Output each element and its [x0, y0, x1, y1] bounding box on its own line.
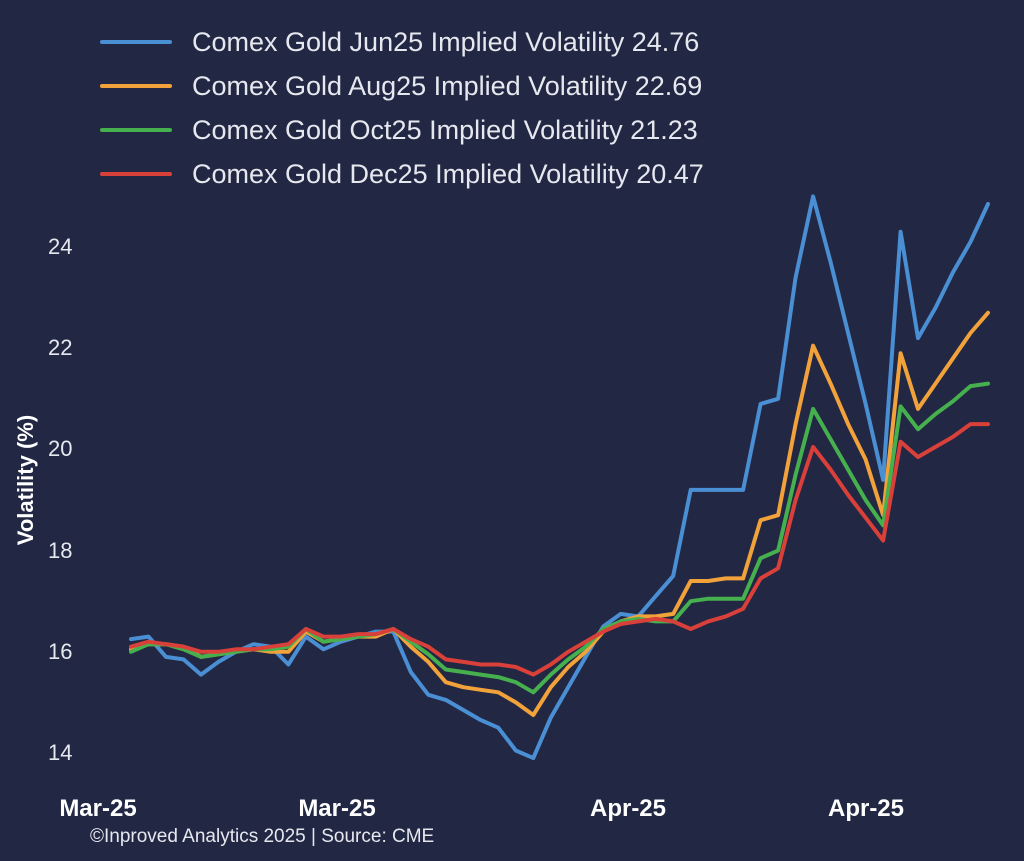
- legend-label-aug25: Comex Gold Aug25 Implied Volatility 22.6…: [192, 70, 703, 101]
- footer-credit: ©Inproved Analytics 2025 | Source: CME: [90, 826, 435, 847]
- x-tick-label-4: Apr-25: [827, 795, 905, 822]
- legend-label-oct25: Comex Gold Oct25 Implied Volatility 21.2…: [192, 114, 698, 145]
- y-tick-label-16: 16: [48, 639, 73, 664]
- series-line-dec25: [129, 422, 990, 677]
- y-tick-label-18: 18: [48, 538, 73, 563]
- legend-swatch-aug25: [100, 84, 172, 88]
- legend-item-jun25: Comex Gold Jun25 Implied Volatility 24.7…: [100, 20, 704, 64]
- legend-swatch-oct25: [100, 128, 172, 132]
- legend: Comex Gold Jun25 Implied Volatility 24.7…: [100, 20, 704, 196]
- series-line-jun25: [129, 194, 990, 761]
- x-tick-label-3: Apr-25: [589, 795, 667, 822]
- y-tick-label-22: 22: [48, 335, 73, 360]
- y-axis-label: Volatility (%): [13, 414, 38, 546]
- y-tick-label-24: 24: [48, 234, 73, 259]
- series-line-oct25: [129, 381, 990, 695]
- series-line-aug25: [129, 310, 990, 717]
- legend-label-dec25: Comex Gold Dec25 Implied Volatility 20.4…: [192, 158, 704, 189]
- legend-item-oct25: Comex Gold Oct25 Implied Volatility 21.2…: [100, 108, 704, 152]
- y-tick-label-14: 14: [48, 740, 73, 765]
- legend-item-dec25: Comex Gold Dec25 Implied Volatility 20.4…: [100, 152, 704, 196]
- x-tick-label-2: Mar-25: [298, 795, 376, 822]
- legend-swatch-jun25: [100, 40, 172, 44]
- y-tick-label-20: 20: [48, 436, 73, 461]
- legend-item-aug25: Comex Gold Aug25 Implied Volatility 22.6…: [100, 64, 704, 108]
- x-tick-label-1: Mar-25: [59, 795, 137, 822]
- legend-label-jun25: Comex Gold Jun25 Implied Volatility 24.7…: [192, 26, 700, 57]
- legend-swatch-dec25: [100, 172, 172, 176]
